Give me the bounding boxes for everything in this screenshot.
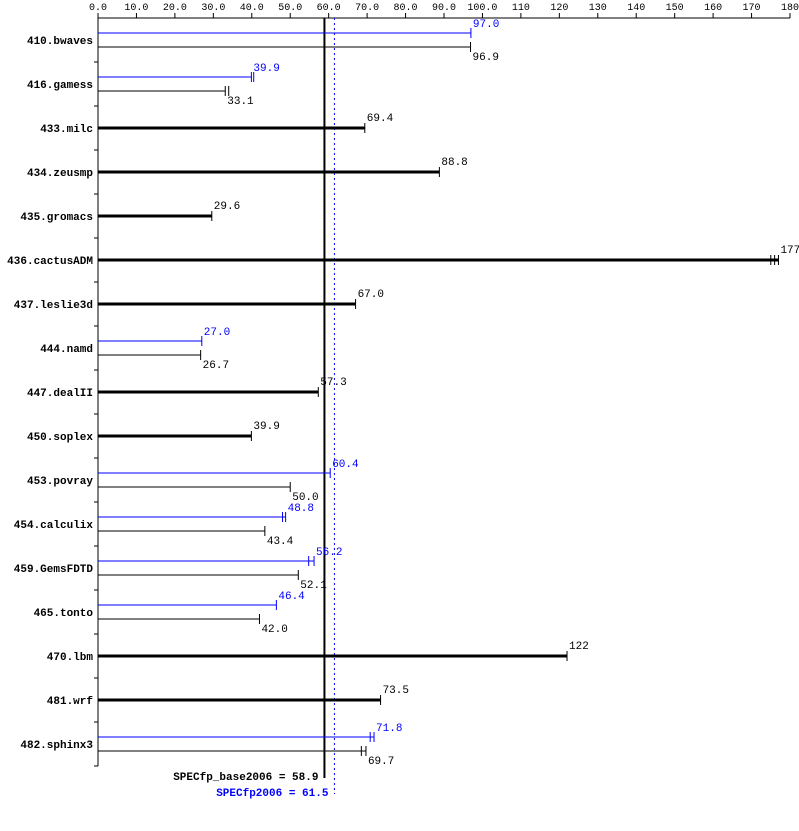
base-value-label: 42.0 — [261, 624, 287, 636]
base-value-label: 29.6 — [214, 201, 240, 213]
x-axis-tick-label: 150 — [666, 3, 684, 14]
x-axis-tick-label: 30.0 — [201, 3, 225, 14]
peak-value-label: 56.2 — [316, 547, 342, 559]
benchmark-label: 470.lbm — [47, 652, 94, 664]
peak-value-label: 48.8 — [288, 503, 314, 515]
x-axis-tick-label: 40.0 — [240, 3, 264, 14]
benchmark-label: 454.calculix — [14, 520, 94, 532]
peak-value-label: 60.4 — [332, 459, 359, 471]
x-axis-tick-label: 20.0 — [163, 3, 187, 14]
x-axis-tick-label: 70.0 — [355, 3, 379, 14]
benchmark-label: 436.cactusADM — [7, 256, 93, 268]
peak-value-label: 97.0 — [473, 19, 499, 31]
benchmark-chart: 0.0 10.0 20.0 30.0 40.0 50.0 60.0 70.0 80.0 90.0 1… — [0, 0, 799, 831]
x-axis-tick-label: 10.0 — [124, 3, 148, 14]
base-value-label: 43.4 — [267, 536, 294, 548]
summary-base-label: SPECfp_base2006 = 58.9 — [173, 772, 318, 784]
x-axis-tick-label: 170 — [743, 3, 761, 14]
benchmark-label: 416.gamess — [27, 80, 93, 92]
x-axis-tick-label: 130 — [589, 3, 607, 14]
benchmark-label: 459.GemsFDTD — [14, 564, 94, 576]
summary-peak-label: SPECfp2006 = 61.5 — [216, 788, 329, 800]
benchmark-label: 410.bwaves — [27, 36, 93, 48]
base-value-label: 57.3 — [320, 377, 346, 389]
x-axis-tick-label: 80.0 — [394, 3, 418, 14]
benchmark-label: 482.sphinx3 — [20, 740, 93, 752]
x-axis-tick-label: 50.0 — [278, 3, 302, 14]
benchmark-label: 437.leslie3d — [14, 300, 93, 312]
x-axis-tick-label: 60.0 — [317, 3, 341, 14]
base-value-label: 33.1 — [227, 96, 254, 108]
base-value-label: 69.4 — [367, 113, 394, 125]
benchmark-label: 447.dealII — [27, 388, 93, 400]
base-value-label: 39.9 — [253, 421, 279, 433]
benchmark-label: 444.namd — [40, 344, 93, 356]
peak-value-label: 39.9 — [253, 63, 279, 75]
x-axis-tick-label: 0.0 — [89, 3, 107, 14]
benchmark-label: 450.soplex — [27, 432, 93, 444]
benchmark-label: 433.milc — [40, 124, 93, 136]
benchmark-label: 434.zeusmp — [27, 168, 93, 180]
base-value-label: 67.0 — [358, 289, 384, 301]
benchmark-label: 453.povray — [27, 476, 93, 488]
x-axis-tick-label: 160 — [704, 3, 722, 14]
base-value-label: 26.7 — [203, 360, 229, 372]
x-axis-tick-label: 120 — [550, 3, 568, 14]
benchmark-label: 481.wrf — [47, 696, 94, 708]
base-value-label: 88.8 — [441, 157, 467, 169]
x-axis-tick-label: 180 — [781, 3, 799, 14]
base-value-label: 177 — [780, 245, 799, 257]
x-axis-tick-label: 110 — [512, 3, 530, 14]
benchmark-label: 465.tonto — [34, 608, 94, 620]
peak-value-label: 46.4 — [278, 591, 305, 603]
base-value-label: 73.5 — [383, 685, 409, 697]
benchmark-label: 435.gromacs — [20, 212, 93, 224]
x-axis-tick-label: 100.0 — [467, 3, 497, 14]
x-axis-tick-label: 90.0 — [432, 3, 456, 14]
peak-value-label: 27.0 — [204, 327, 230, 339]
base-value-label: 122 — [569, 641, 589, 653]
x-axis-tick-label: 140 — [627, 3, 645, 14]
peak-value-label: 71.8 — [376, 723, 402, 735]
base-value-label: 96.9 — [473, 52, 499, 64]
base-value-label: 69.7 — [368, 756, 394, 768]
